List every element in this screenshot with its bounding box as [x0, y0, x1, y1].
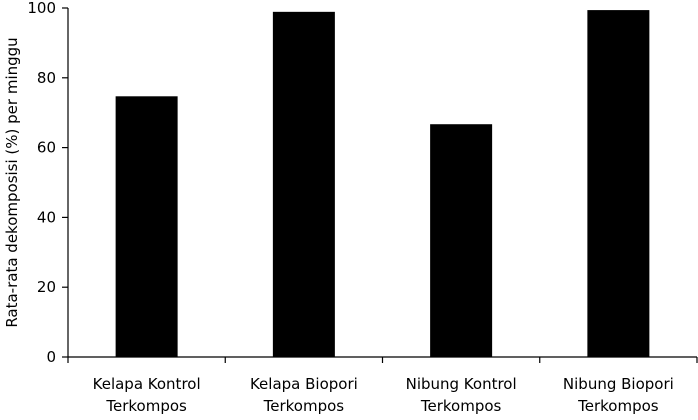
x-category-label: Terkompos: [263, 397, 345, 415]
x-axis-category-labels: Kelapa Kontrol Terkompos Kelapa Biopori Ter…: [93, 375, 674, 415]
x-category-label: Nibung Biopori: [563, 375, 674, 393]
bars: [115, 10, 650, 358]
bar: [115, 96, 178, 357]
y-axis-tick-labels: 0 20 40 60 80 100: [27, 0, 56, 366]
x-axis-ticks: [67, 357, 698, 363]
y-tick-label: 40: [37, 208, 56, 226]
y-tick-label: 20: [37, 278, 56, 296]
x-category-label: Terkompos: [105, 397, 187, 415]
bar: [587, 10, 650, 358]
y-tick-label: 0: [46, 348, 56, 366]
y-tick-label: 100: [27, 0, 56, 17]
x-category-label: Kelapa Biopori: [250, 375, 358, 393]
y-tick-label: 60: [37, 139, 56, 157]
bar: [272, 11, 335, 358]
x-category-label: Terkompos: [420, 397, 502, 415]
y-axis-ticks: [62, 7, 68, 358]
y-axis-title: Rata-rata dekomposisi (%) per minggu: [3, 37, 21, 327]
x-category-label: Kelapa Kontrol: [93, 375, 201, 393]
y-tick-label: 80: [37, 69, 56, 87]
x-category-label: Terkompos: [577, 397, 659, 415]
bar: [430, 124, 493, 357]
x-category-label: Nibung Kontrol: [406, 375, 517, 393]
